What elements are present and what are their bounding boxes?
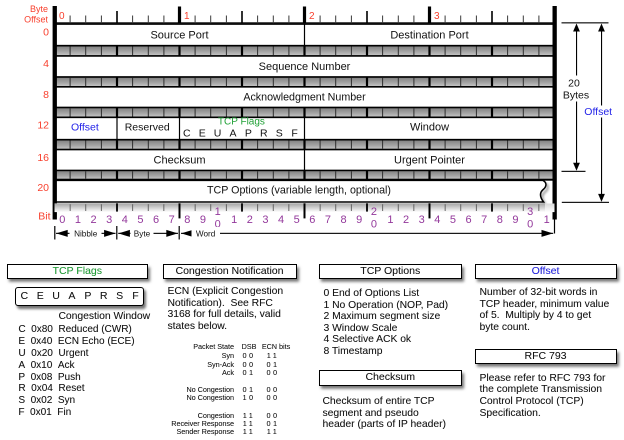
svg-text:7: 7 (169, 214, 175, 226)
svg-text:Source Port: Source Port (150, 29, 208, 41)
svg-text:3: 3 (419, 214, 425, 226)
svg-text:4: 4 (434, 214, 440, 226)
svg-text:Reserved: Reserved (125, 122, 170, 134)
svg-text:2: 2 (247, 214, 253, 226)
svg-text:2: 2 (91, 214, 97, 226)
svg-text:R: R (260, 127, 268, 139)
svg-text:7: 7 (481, 214, 487, 226)
svg-text:8: 8 (184, 214, 190, 226)
svg-text:8: 8 (341, 214, 347, 226)
svg-text:Byte: Byte (30, 4, 48, 14)
svg-text:F: F (291, 127, 297, 139)
svg-text:2: 2 (403, 214, 409, 226)
svg-text:4: 4 (122, 214, 128, 226)
svg-text:1: 1 (184, 11, 190, 22)
svg-text:0: 0 (43, 26, 49, 38)
svg-text:Offset: Offset (584, 106, 612, 118)
svg-text:0: 0 (59, 214, 65, 226)
svg-text:Acknowledgment Number: Acknowledgment Number (243, 91, 366, 103)
svg-text:20: 20 (37, 182, 49, 194)
svg-text:1: 1 (75, 214, 81, 226)
svg-text:6: 6 (466, 214, 472, 226)
svg-text:1: 1 (215, 206, 221, 218)
svg-text:E: E (199, 127, 206, 139)
svg-text:1: 1 (387, 214, 393, 226)
svg-text:Nibble: Nibble (74, 229, 98, 238)
svg-text:S: S (276, 127, 283, 139)
svg-text:16: 16 (37, 152, 49, 164)
svg-text:Urgent Pointer: Urgent Pointer (394, 155, 465, 167)
svg-text:6: 6 (309, 214, 315, 226)
svg-text:5: 5 (450, 214, 456, 226)
svg-text:4: 4 (43, 58, 49, 70)
svg-text:Checksum: Checksum (154, 155, 206, 167)
svg-text:5: 5 (137, 214, 143, 226)
svg-text:C: C (183, 127, 191, 139)
svg-text:3: 3 (527, 206, 533, 218)
svg-text:12: 12 (37, 120, 49, 132)
svg-text:9: 9 (200, 214, 206, 226)
svg-text:Offset: Offset (71, 122, 99, 134)
svg-text:3: 3 (434, 11, 440, 22)
svg-text:4: 4 (278, 214, 284, 226)
svg-text:A: A (229, 127, 236, 139)
svg-text:20: 20 (568, 77, 580, 89)
svg-text:0: 0 (215, 218, 221, 230)
svg-text:Sequence Number: Sequence Number (259, 61, 351, 73)
svg-text:P: P (245, 127, 252, 139)
svg-text:U: U (214, 127, 222, 139)
svg-text:1: 1 (231, 214, 237, 226)
svg-text:3: 3 (262, 214, 268, 226)
svg-text:Bit: Bit (38, 210, 50, 222)
svg-text:0: 0 (371, 218, 377, 230)
svg-text:8: 8 (43, 89, 49, 101)
svg-text:6: 6 (153, 214, 159, 226)
svg-text:Byte: Byte (134, 229, 151, 238)
svg-text:9: 9 (356, 214, 362, 226)
svg-text:0: 0 (59, 11, 65, 22)
svg-text:TCP Options (variable length,: TCP Options (variable length, optional) (207, 184, 391, 196)
svg-text:2: 2 (371, 206, 377, 218)
svg-text:3: 3 (106, 214, 112, 226)
svg-text:0: 0 (527, 218, 533, 230)
svg-text:9: 9 (512, 214, 518, 226)
svg-text:Bytes: Bytes (563, 89, 589, 101)
svg-text:1: 1 (544, 214, 550, 226)
svg-text:Destination Port: Destination Port (390, 29, 468, 41)
svg-text:2: 2 (309, 11, 315, 22)
svg-text:Word: Word (196, 229, 216, 238)
svg-text:7: 7 (325, 214, 331, 226)
svg-text:TCP Flags: TCP Flags (218, 117, 265, 128)
svg-text:Offset: Offset (24, 14, 48, 24)
svg-text:Window: Window (410, 122, 449, 134)
svg-text:8: 8 (497, 214, 503, 226)
svg-text:5: 5 (294, 214, 300, 226)
